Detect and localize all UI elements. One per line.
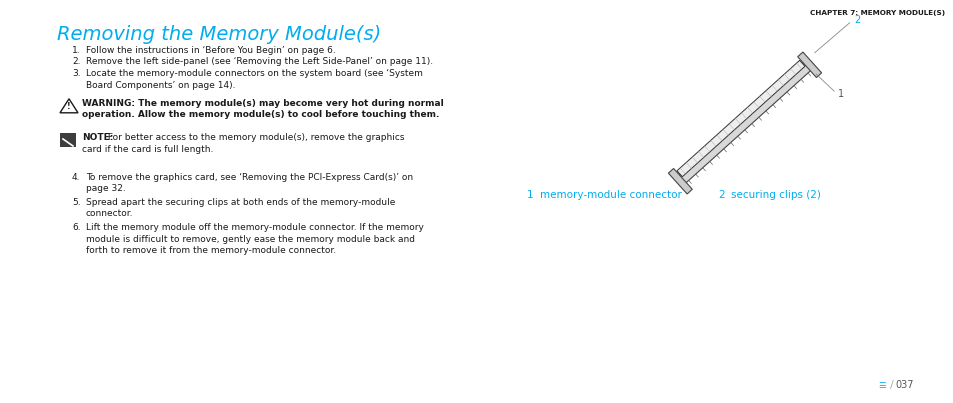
Text: 5.: 5.: [71, 198, 81, 207]
Text: 1: 1: [838, 89, 843, 99]
Text: Locate the memory-module connectors on the system board (see ‘System: Locate the memory-module connectors on t…: [86, 69, 422, 78]
Text: card if the card is full length.: card if the card is full length.: [82, 145, 213, 154]
Text: 2: 2: [854, 15, 860, 25]
Text: 2: 2: [718, 190, 724, 200]
Bar: [60, 133, 76, 147]
Text: Lift the memory module off the memory-module connector. If the memory: Lift the memory module off the memory-mo…: [86, 223, 423, 232]
Text: ☰: ☰: [877, 381, 884, 390]
Text: connector.: connector.: [86, 209, 133, 218]
Polygon shape: [677, 60, 804, 177]
Text: 1: 1: [526, 190, 533, 200]
Text: Follow the instructions in ‘Before You Begin’ on page 6.: Follow the instructions in ‘Before You B…: [86, 46, 335, 55]
Text: 3.: 3.: [71, 69, 81, 78]
Text: CHAPTER 7: MEMORY MODULE(S): CHAPTER 7: MEMORY MODULE(S): [809, 10, 944, 16]
Text: operation. Allow the memory module(s) to cool before touching them.: operation. Allow the memory module(s) to…: [82, 110, 439, 119]
Text: page 32.: page 32.: [86, 184, 126, 193]
Text: To remove the graphics card, see ‘Removing the PCI-Express Card(s)’ on: To remove the graphics card, see ‘Removi…: [86, 172, 413, 181]
Text: NOTE:: NOTE:: [82, 133, 113, 142]
Polygon shape: [678, 62, 811, 184]
Text: Remove the left side-panel (see ‘Removing the Left Side-Panel’ on page 11).: Remove the left side-panel (see ‘Removin…: [86, 58, 433, 66]
Text: /: /: [889, 380, 893, 390]
Text: 6.: 6.: [71, 223, 81, 232]
Text: !: !: [67, 102, 71, 111]
Text: Removing the Memory Module(s): Removing the Memory Module(s): [57, 25, 381, 44]
Text: module is difficult to remove, gently ease the memory module back and: module is difficult to remove, gently ea…: [86, 235, 415, 243]
Text: WARNING: The memory module(s) may become very hot during normal: WARNING: The memory module(s) may become…: [82, 99, 443, 108]
Text: For better access to the memory module(s), remove the graphics: For better access to the memory module(s…: [105, 133, 404, 142]
Polygon shape: [668, 168, 692, 194]
Text: 1.: 1.: [71, 46, 81, 55]
Text: Board Components’ on page 14).: Board Components’ on page 14).: [86, 81, 235, 89]
Text: 4.: 4.: [71, 172, 80, 181]
Polygon shape: [797, 52, 821, 77]
Text: 037: 037: [894, 380, 913, 390]
Text: memory-module connector: memory-module connector: [539, 190, 681, 200]
Text: Spread apart the securing clips at both ends of the memory-module: Spread apart the securing clips at both …: [86, 198, 395, 207]
Text: securing clips (2): securing clips (2): [730, 190, 820, 200]
Text: forth to remove it from the memory-module connector.: forth to remove it from the memory-modul…: [86, 246, 335, 255]
Text: 2.: 2.: [71, 58, 80, 66]
